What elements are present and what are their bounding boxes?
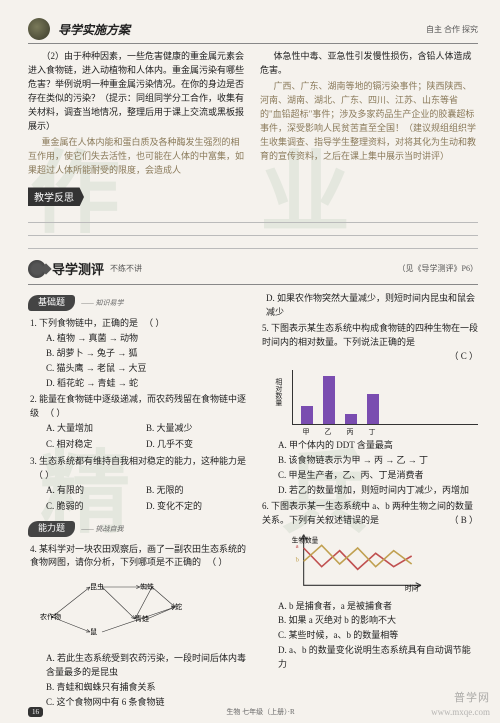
assess-note: （见《导学测评》P6） bbox=[398, 263, 478, 274]
top-left-column: （2）由于种种因素，一些危害健康的重金属元素会进入食物链，进入动植物和人体内。重… bbox=[28, 50, 246, 179]
question-3: 3. 生态系统都有维持自我相对稳定的能力，这种能力是 （ ） A. 有限的 B.… bbox=[30, 455, 246, 515]
q3-opt-b: B. 无限的 bbox=[146, 484, 246, 498]
svg-text:a: a bbox=[296, 543, 299, 550]
q1-blank: （ ） bbox=[140, 317, 168, 331]
q3-opt-a: A. 有限的 bbox=[46, 484, 146, 498]
svg-text:b: b bbox=[296, 556, 300, 563]
pill-ability: 能力题 bbox=[28, 521, 75, 537]
q5-bar-chart: 相对数量 bbox=[292, 370, 478, 425]
assessment-header: 导学测评 不练不讲 （见《导学测评》P6） bbox=[28, 259, 478, 278]
svg-text:时间: 时间 bbox=[405, 583, 419, 591]
assess-title: 导学测评 bbox=[52, 259, 104, 278]
q2-opt-d: D. 几乎不变 bbox=[146, 438, 246, 452]
food-web-diagram: 农作物 昆虫 蜘蛛青蛙 蛇鼠 bbox=[30, 573, 190, 643]
q3-blank: （ ） bbox=[30, 469, 58, 483]
section-tag-reflection: 教学反思 bbox=[28, 187, 84, 206]
pill-basic: 基础题 bbox=[28, 295, 75, 311]
top-right-column: 体急性中毒、亚急性引发慢性损伤，含铅人体造成危害。 广西、广东、湖南等地的镉污染… bbox=[260, 50, 478, 179]
q5-blank: （ C ） bbox=[449, 350, 478, 364]
q5-opt-b: B. 该食物链表示为甲 → 丙 → 乙 → 丁 bbox=[278, 454, 478, 468]
q2-blank: （ ） bbox=[41, 407, 69, 421]
question-2: 2. 能量在食物链中逐级递减，而农药残留在食物链中逐级 （ ） A. 大量增加 … bbox=[30, 393, 246, 453]
q1-opt-c: C. 猫头鹰 → 老鼠 → 大豆 bbox=[46, 362, 246, 376]
q4-opt-c: C. 这个食物网中有 6 条食物链 bbox=[46, 696, 246, 710]
q4-opt-b: B. 青蛙和蜘蛛只有捕食关系 bbox=[46, 681, 246, 695]
q6-opt-c: C. 某些时候，a、b 的数量相等 bbox=[278, 629, 478, 643]
q1-text: 1. 下列食物链中，正确的是 bbox=[30, 318, 138, 328]
paragraph-right: 体急性中毒、亚急性引发慢性损伤，含铅人体造成危害。 bbox=[260, 50, 478, 78]
writing-lines bbox=[28, 210, 478, 249]
header-icon bbox=[28, 18, 50, 40]
question-4: 4. 某科学对一块农田观察后，画了一副农田生态系统的食物网图，请你分析，下列哪项… bbox=[30, 543, 246, 711]
svg-text:青蛙: 青蛙 bbox=[135, 614, 149, 623]
q6-opt-b: B. 如果 a 灭绝对 b 的影响不大 bbox=[278, 614, 478, 628]
sample-answer-left: 重金属在人体内能和蛋白质及各种酶发生强烈的相互作用，使它们失去活性，也可能在人体… bbox=[28, 136, 246, 178]
pill-basic-sub: —— 知识易学 bbox=[81, 299, 123, 307]
chart-x-labels: 甲乙丙丁 bbox=[300, 427, 478, 438]
q1-opt-b: B. 胡萝卜 → 兔子 → 狐 bbox=[46, 347, 246, 361]
assess-left-column: 基础题 —— 知识易学 1. 下列食物链中，正确的是 （ ） A. 植物 → 真… bbox=[28, 291, 246, 712]
q3-opt-d: D. 变化不定的 bbox=[146, 500, 246, 514]
q5-opt-a: A. 甲个体内的 DDT 含量最高 bbox=[278, 439, 478, 453]
assess-right-column: D. 如果农作物突然大量减少，则短时间内昆虫和鼠会减少 5. 下图表示某生态系统… bbox=[260, 291, 478, 712]
chart-ylabel: 相对数量 bbox=[273, 378, 284, 406]
svg-text:农作物: 农作物 bbox=[40, 612, 61, 621]
svg-text:蜘蛛: 蜘蛛 bbox=[140, 582, 154, 591]
q6-opt-a: A. b 是捕食者，a 是被捕食者 bbox=[278, 600, 478, 614]
q6-opt-d: D. a、b 的数量变化说明生态系统具有自动调节能力 bbox=[278, 644, 478, 672]
svg-text:昆虫: 昆虫 bbox=[90, 582, 104, 591]
q2-opt-b: B. 大量减少 bbox=[146, 422, 246, 436]
divider bbox=[28, 284, 478, 285]
question-1: 1. 下列食物链中，正确的是 （ ） A. 植物 → 真菌 → 动物 B. 胡萝… bbox=[30, 317, 246, 391]
q6-line-chart: 生物数量时间ab bbox=[282, 532, 432, 592]
svg-text:鼠: 鼠 bbox=[90, 627, 97, 636]
question-6: 6. 下图表示某一生态系统中 a、b 两种生物之间的数量关系。下列有关叙述错误的… bbox=[262, 500, 478, 673]
q5-opt-c: C. 甲是生产者，乙、丙、丁是消费者 bbox=[278, 469, 478, 483]
q6-text: 6. 下图表示某一生态系统中 a、b 两种生物之间的数量关系。下列有关叙述错误的… bbox=[262, 501, 473, 525]
q3-text: 3. 生态系统都有维持自我相对稳定的能力，这种能力是 bbox=[30, 456, 246, 466]
header-subtitle: 自主 合作 探究 bbox=[426, 24, 478, 35]
q4-opt-a: A. 若此生态系统受到农药污染，一段时间后体内毒含量最多的是昆虫 bbox=[46, 652, 246, 680]
q1-opt-d: D. 稻花蛇 → 青蛙 → 蛇 bbox=[46, 377, 246, 391]
q1-opt-a: A. 植物 → 真菌 → 动物 bbox=[46, 332, 246, 346]
q6-blank: （ B ） bbox=[449, 514, 478, 528]
q3-opt-c: C. 脆弱的 bbox=[46, 500, 146, 514]
q2-opt-c: C. 相对稳定 bbox=[46, 438, 146, 452]
sample-answer-right: 广西、广东、湖南等地的镉污染事件；陕西陕西、河南、湖南、湖北、广东、四川、江苏、… bbox=[260, 80, 478, 164]
pill-ability-sub: —— 挑战自我 bbox=[81, 525, 123, 533]
question-5: 5. 下图表示某生态系统中构成食物链的四种生物在一段时间内的相对数量。下列说法正… bbox=[262, 322, 478, 497]
paragraph-q2: （2）由于种种因素，一些危害健康的重金属元素会进入食物链，进入动植物和人体内。重… bbox=[28, 50, 246, 134]
assess-icon bbox=[28, 260, 46, 278]
assess-subtitle: 不练不讲 bbox=[110, 263, 142, 274]
header-title: 导学实施方案 bbox=[58, 21, 130, 38]
page-header: 导学实施方案 自主 合作 探究 bbox=[28, 18, 478, 44]
q5-opt-d: D. 若乙的数量增加，则短时间内丁减少，丙增加 bbox=[278, 484, 478, 498]
q4-opt-d: D. 如果农作物突然大量减少，则短时间内昆虫和鼠会减少 bbox=[266, 292, 478, 320]
q5-text: 5. 下图表示某生态系统中构成食物链的四种生物在一段时间内的相对数量。下列说法正… bbox=[262, 323, 478, 347]
svg-text:蛇: 蛇 bbox=[175, 602, 182, 611]
q4-blank: （ ） bbox=[203, 556, 231, 570]
q2-opt-a: A. 大量增加 bbox=[46, 422, 146, 436]
